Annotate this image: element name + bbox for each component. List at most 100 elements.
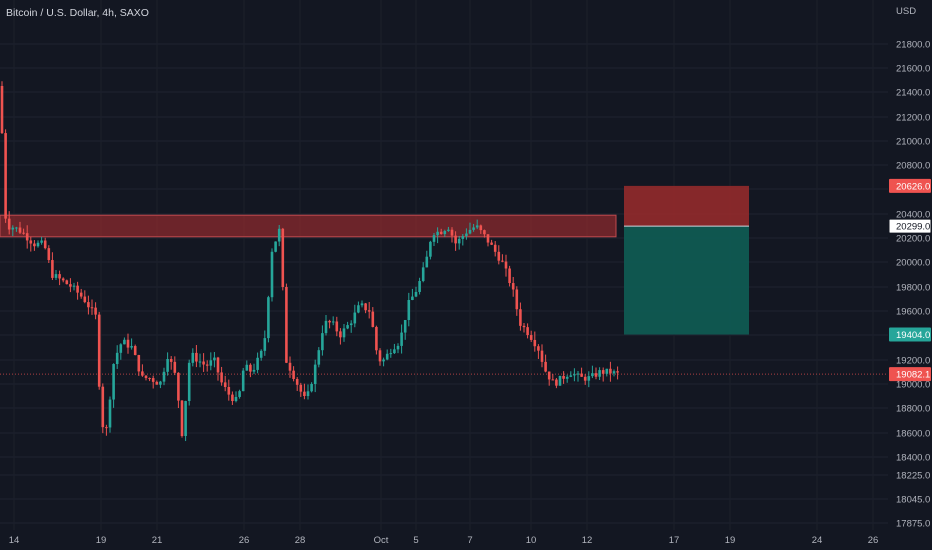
candle-up — [605, 368, 609, 374]
price-tick-label: 19600.0 — [896, 307, 930, 318]
price-tick-label: 19000.0 — [896, 380, 930, 391]
candle-up — [187, 362, 191, 402]
candle-up — [267, 297, 270, 339]
candle-down — [551, 379, 555, 381]
price-tick-label: 21400.0 — [896, 88, 930, 99]
candle-down — [79, 292, 83, 297]
candle-up — [54, 274, 58, 278]
candle-down — [105, 427, 108, 429]
candle-up — [457, 238, 461, 244]
candle-down — [616, 371, 619, 373]
candle-down — [285, 286, 288, 363]
candle-down — [144, 375, 148, 379]
candle-up — [115, 352, 119, 365]
candle-up — [166, 358, 169, 372]
candle-down — [169, 358, 173, 362]
price-tick-label: 20800.0 — [896, 161, 930, 172]
candle-down — [65, 280, 69, 285]
candle-up — [403, 319, 407, 333]
candle-down — [601, 370, 605, 374]
zones — [0, 185, 888, 375]
candle-up — [252, 369, 256, 372]
candle-up — [191, 352, 195, 363]
candle-up — [587, 376, 591, 381]
candle-down — [378, 350, 382, 362]
candle-up — [461, 236, 465, 239]
candle-down — [515, 289, 519, 310]
price-tick-label: 20000.0 — [896, 258, 930, 269]
candle-down — [223, 382, 227, 387]
candle-down — [173, 361, 177, 373]
candle-up — [198, 361, 202, 363]
candle-down — [43, 240, 47, 249]
candle-down — [97, 314, 101, 387]
candle-down — [137, 355, 141, 372]
price-tick-label: 18800.0 — [896, 404, 930, 415]
candle-down — [375, 326, 378, 351]
candle-up — [393, 349, 396, 354]
candle-up — [598, 370, 601, 377]
candle-down — [537, 346, 540, 351]
symbol-title: Bitcoin / U.S. Dollar, 4h, SAXO — [6, 7, 149, 19]
price-tick-label: 20200.0 — [896, 234, 930, 245]
candle-up — [112, 364, 115, 400]
price-tick-label: 20400.0 — [896, 210, 930, 221]
candle-up — [436, 231, 439, 236]
candle-down — [25, 233, 29, 241]
candle-up — [238, 391, 241, 397]
candle-up — [414, 291, 418, 297]
candle-up — [15, 227, 18, 229]
candle-up — [324, 320, 328, 334]
candle-up — [612, 371, 616, 374]
candle-up — [241, 370, 245, 392]
candle-down — [249, 364, 252, 372]
candle-down — [303, 391, 306, 397]
candle-up — [184, 401, 187, 437]
candle-up — [245, 364, 249, 371]
candles — [0, 81, 619, 442]
price-tick-label: 18400.0 — [896, 453, 930, 464]
candle-down — [511, 283, 515, 290]
candle-down — [83, 296, 87, 303]
candle-up — [234, 396, 238, 402]
candle-down — [335, 321, 339, 332]
candle-up — [565, 376, 569, 379]
candle-down — [526, 327, 529, 336]
time-tick-label: 5 — [413, 535, 418, 546]
candle-down — [292, 370, 295, 379]
candle-down — [126, 339, 130, 348]
candle-up — [346, 325, 349, 329]
time-tick-label: 7 — [467, 535, 472, 546]
candle-down — [61, 278, 65, 281]
candle-up — [209, 360, 213, 366]
candle-up — [306, 391, 310, 397]
candle-down — [594, 373, 598, 377]
price-tick-label: 18045.0 — [896, 495, 930, 506]
price-tag-box — [889, 327, 931, 342]
candle-up — [465, 233, 468, 237]
candle-down — [439, 231, 443, 235]
candle-down — [508, 268, 511, 284]
candle-down — [328, 320, 331, 323]
candle-down — [544, 361, 547, 372]
candle-down — [522, 325, 526, 328]
price-axis[interactable]: USD 21800.0 21600.0 21400.0 21200.0 21000.0 20… — [896, 6, 930, 530]
candle-up — [468, 229, 472, 234]
candle-up — [259, 350, 263, 358]
time-axis[interactable]: 14 19 21 26 28 Oct 5 7 10 12 17 19 24 26 — [9, 535, 879, 546]
price-tick-label: 19800.0 — [896, 283, 930, 294]
candle-down — [29, 240, 33, 244]
candle-up — [36, 242, 40, 247]
candle-up — [432, 235, 436, 242]
grid — [0, 43, 888, 524]
candle-down — [202, 361, 205, 365]
candle-up — [213, 357, 216, 361]
candle-down — [490, 242, 493, 245]
time-tick-label: 26 — [868, 535, 879, 546]
candle-up — [357, 305, 360, 313]
candle-down — [450, 229, 454, 236]
candle-down — [583, 376, 587, 381]
candle-down — [479, 225, 483, 231]
candle-up — [421, 267, 425, 282]
